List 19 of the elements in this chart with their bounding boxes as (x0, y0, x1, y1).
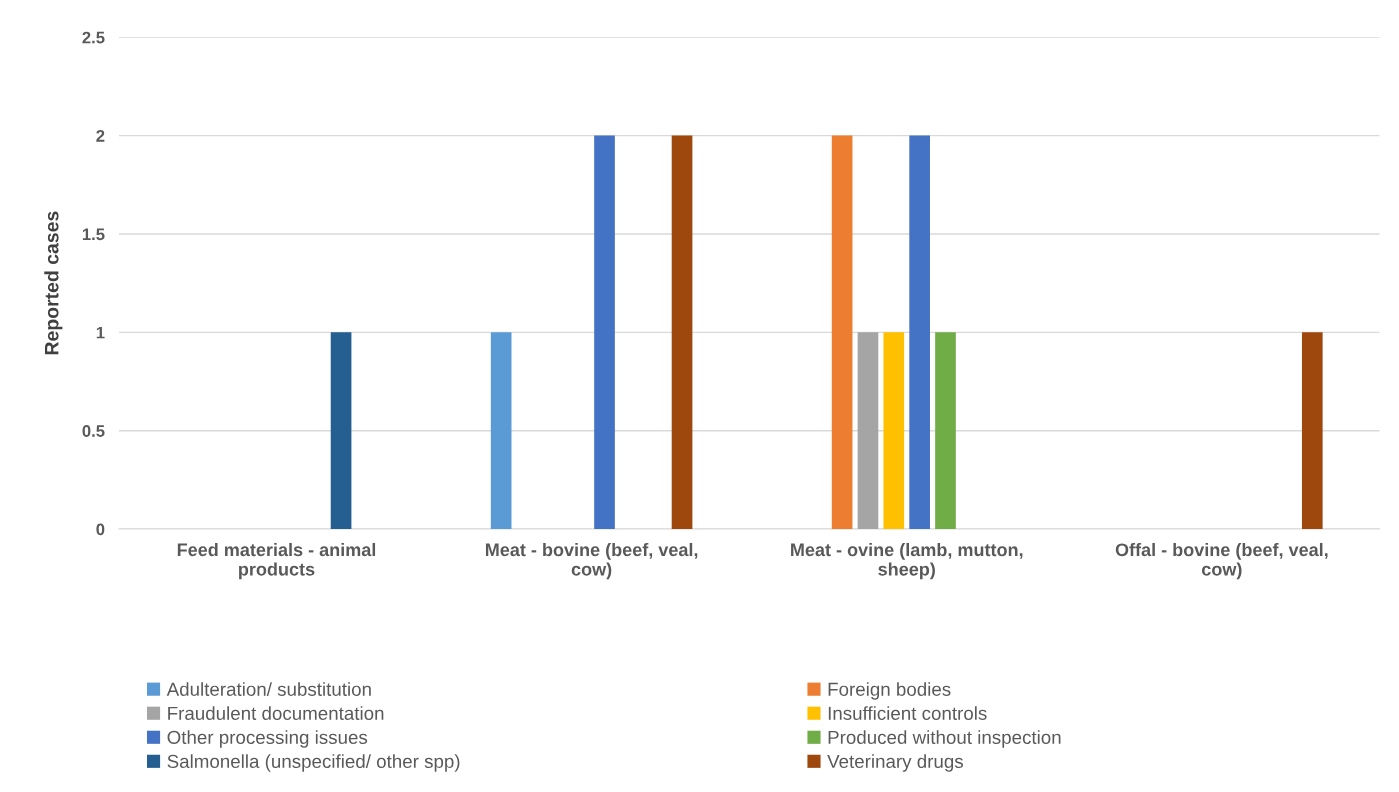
y-tick-label: 1.5 (82, 228, 105, 241)
y-tick-label: 0.5 (82, 425, 105, 437)
legend-label: Veterinary drugs (827, 754, 963, 772)
legend-label: Fraudulent documentation (168, 706, 384, 720)
y-axis-title: Reported cases (44, 211, 63, 355)
x-tick-label: Offal - bovine (beef, veal, cow) (1115, 542, 1328, 580)
legend-label: Other processing issues (167, 730, 368, 748)
legend-label: Produced without inspection (828, 730, 1061, 748)
legend-label: Adulteration/ substitution (166, 682, 371, 696)
y-tick-label: 0 (96, 523, 105, 536)
legend-label: Insufficient controls (828, 706, 987, 720)
y-tick-label: 1 (96, 326, 105, 339)
x-tick-label: Meat - ovine (lamb, mutton, sheep) (791, 542, 1023, 580)
legend-label: Salmonella (unspecified/ other spp) (167, 754, 460, 772)
x-tick-label: Feed materials - animal products (177, 542, 376, 580)
x-tick-label: Meat - bovine (beef, veal, cow) (485, 542, 698, 580)
y-tick-label: 2 (96, 129, 105, 142)
legend-label: Foreign bodies (828, 682, 951, 700)
y-tick-label: 2.5 (82, 31, 105, 44)
